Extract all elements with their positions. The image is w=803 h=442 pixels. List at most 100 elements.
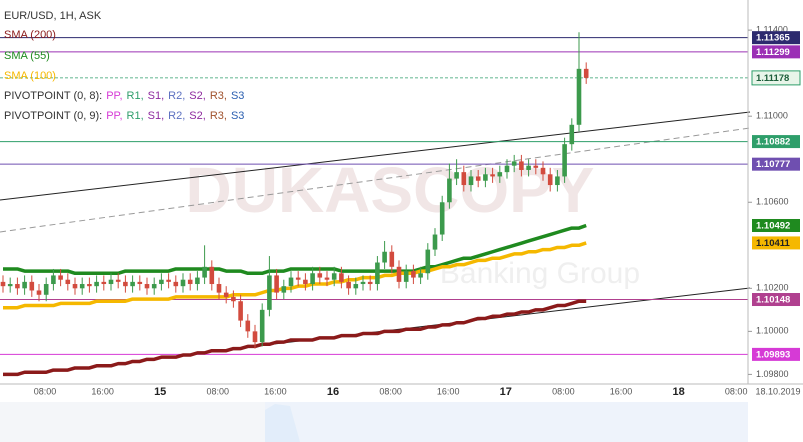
- candle-body: [511, 161, 517, 166]
- candle-body: [519, 161, 524, 170]
- x-tick-label: 16:00: [610, 386, 633, 396]
- candle-body: [432, 234, 438, 250]
- candle-body: [15, 284, 20, 289]
- candle-body: [504, 165, 510, 173]
- candle-body: [288, 277, 294, 287]
- level-label-box: [752, 31, 800, 45]
- pivot-item: S3: [231, 90, 244, 102]
- candle-body: [101, 281, 107, 285]
- candle-body: [108, 279, 114, 285]
- pivot-item: S3: [231, 110, 244, 122]
- candle-body: [267, 275, 272, 310]
- candle-body: [166, 279, 171, 282]
- candle-body: [310, 273, 315, 285]
- pivot-item: S2,: [189, 90, 206, 102]
- candle-body: [447, 178, 452, 203]
- candle-body: [51, 275, 56, 285]
- level-label-box: [752, 135, 800, 149]
- pivot-item: R1,: [127, 90, 144, 102]
- x-tick-label: 18: [672, 386, 684, 398]
- candle-body: [461, 172, 467, 186]
- candle-body: [576, 68, 582, 125]
- sma-label: 1.10411: [756, 238, 791, 249]
- x-tick-label: 16:00: [91, 386, 114, 396]
- pivot-item: R2,: [168, 90, 185, 102]
- legend: SMA (200) SMA (55) SMA (100) PIVOTPOINT (0,…: [4, 29, 244, 122]
- pivot-item: S2,: [189, 110, 206, 122]
- level-label-box: [752, 45, 800, 59]
- candle-body: [130, 281, 135, 287]
- pivot-item: S1,: [148, 110, 165, 122]
- current-price-box: [751, 70, 801, 86]
- candle-body: [375, 262, 380, 285]
- candle-body: [411, 271, 416, 278]
- candle-body: [331, 273, 337, 280]
- candle-body: [382, 251, 387, 263]
- candle-body: [583, 68, 589, 78]
- y-tick-label: 1.09800: [756, 369, 789, 379]
- candle-body: [468, 176, 474, 186]
- candle-body: [87, 284, 92, 287]
- candle-body: [29, 281, 35, 291]
- candle-body: [0, 281, 6, 287]
- level-label-box: [752, 293, 800, 307]
- candle-body: [94, 281, 99, 287]
- candle-body: [123, 281, 128, 287]
- sma-label: 1.10492: [756, 221, 790, 232]
- candle-body: [569, 124, 575, 145]
- candle-body: [389, 251, 395, 267]
- x-tick-label: 15: [154, 386, 166, 398]
- y-tick-label: 1.10600: [756, 197, 789, 207]
- candle-body: [223, 292, 229, 297]
- candle-body: [295, 277, 301, 280]
- candle-body: [22, 281, 27, 289]
- candle-body: [238, 301, 243, 321]
- sma-label-box: [752, 236, 800, 250]
- x-tick-label: 16:00: [437, 386, 460, 396]
- candle-body: [151, 284, 157, 289]
- sma-line: [3, 299, 587, 377]
- pivot-item: S1,: [148, 90, 165, 102]
- pivot-label: PIVOTPOINT (0, 9):: [4, 110, 102, 122]
- candle-body: [7, 284, 13, 287]
- candles: [0, 32, 589, 349]
- legend-entry: SMA (55): [4, 50, 50, 62]
- candle-body: [274, 275, 279, 293]
- indicator-lines: [3, 223, 587, 377]
- level-label: 1.10148: [756, 295, 790, 306]
- candle-body: [425, 249, 431, 274]
- candle-body: [115, 279, 121, 282]
- candle-body: [43, 284, 49, 295]
- level-label: 1.11299: [756, 47, 790, 58]
- candle-body: [209, 266, 215, 285]
- candle-body: [231, 296, 236, 302]
- candle-body: [317, 273, 323, 278]
- level-label: 1.09893: [756, 349, 790, 360]
- candle-body: [346, 281, 351, 289]
- sma-label-box: [752, 218, 800, 232]
- candle-body: [497, 172, 503, 177]
- candle-body: [526, 165, 531, 170]
- candle-body: [173, 281, 179, 287]
- candle-body: [187, 279, 193, 285]
- trend-mid-line: [0, 127, 751, 233]
- y-tick-label: 1.11400: [756, 24, 788, 34]
- pivot-legend: PIVOTPOINT (0, 9): PP, R1, S1, R2, S2, R3, S3: [4, 110, 244, 122]
- level-label: 1.10777: [756, 159, 790, 170]
- candle-body: [252, 331, 258, 343]
- candle-body: [353, 284, 359, 289]
- x-tick-label: 08:00: [552, 386, 575, 396]
- candle-body: [259, 309, 265, 343]
- trend-line: [0, 111, 751, 201]
- candle-body: [396, 266, 402, 282]
- candle-body: [36, 290, 42, 295]
- candle-body: [137, 281, 143, 285]
- candle-body: [418, 273, 423, 278]
- candle-body: [367, 281, 373, 285]
- candle-body: [159, 279, 164, 285]
- candle-body: [555, 176, 560, 186]
- pivot-item: PP,: [106, 90, 122, 102]
- candle-body: [454, 172, 459, 179]
- candle-body: [540, 167, 546, 175]
